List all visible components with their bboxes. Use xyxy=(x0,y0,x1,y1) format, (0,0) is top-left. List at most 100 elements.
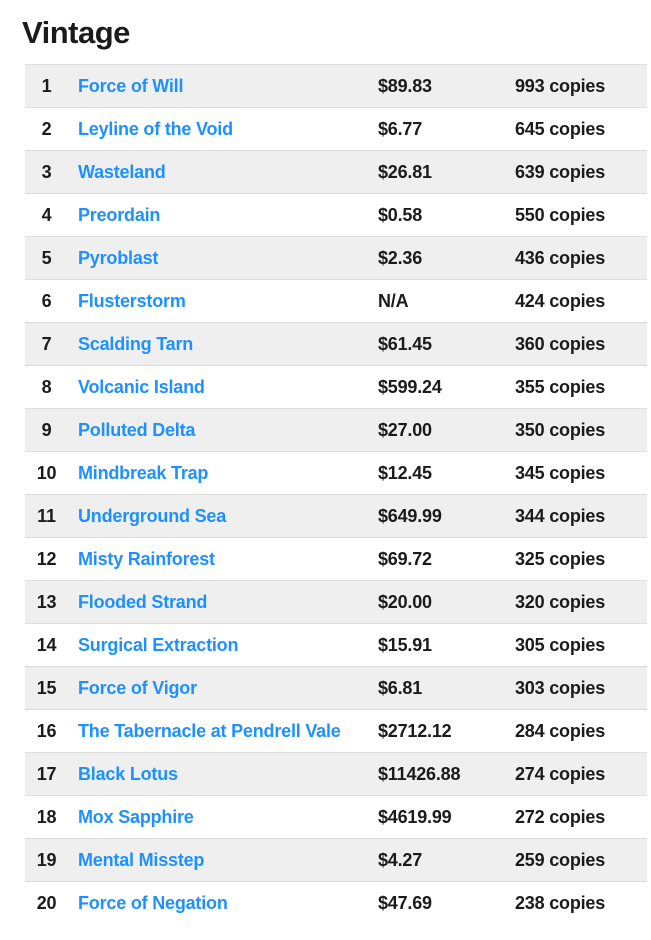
table-row: 15 Force of Vigor $6.81 303 copies xyxy=(25,666,647,709)
price-cell: $47.69 xyxy=(378,892,432,913)
rank-cell: 3 xyxy=(41,161,52,182)
table-row: 2 Leyline of the Void $6.77 645 copies xyxy=(25,107,647,150)
table-row: 20 Force of Negation $47.69 238 copies xyxy=(25,881,647,924)
table-row: 14 Surgical Extraction $15.91 305 copies xyxy=(25,623,647,666)
price-cell: $69.72 xyxy=(378,548,432,569)
price-cell: $6.81 xyxy=(378,677,423,698)
rank-cell: 11 xyxy=(37,505,56,526)
table-row: 18 Mox Sapphire $4619.99 272 copies xyxy=(25,795,647,838)
price-cell: $649.99 xyxy=(378,505,442,526)
page-title: Vintage xyxy=(22,15,130,50)
rank-cell: 1 xyxy=(41,75,52,96)
card-link[interactable]: Flusterstorm xyxy=(78,290,186,311)
price-cell: $15.91 xyxy=(378,634,432,655)
rank-cell: 12 xyxy=(36,548,57,569)
table-row: 5 Pyroblast $2.36 436 copies xyxy=(25,236,647,279)
rank-cell: 17 xyxy=(36,763,57,784)
card-link[interactable]: Force of Vigor xyxy=(78,677,197,698)
price-cell: $2.36 xyxy=(378,247,423,268)
table-row: 13 Flooded Strand $20.00 320 copies xyxy=(25,580,647,623)
rank-cell: 20 xyxy=(36,892,57,913)
table-row: 1 Force of Will $89.83 993 copies xyxy=(25,64,647,107)
rank-cell: 8 xyxy=(41,376,52,397)
copies-cell: 303 copies xyxy=(515,677,606,698)
card-link[interactable]: Mindbreak Trap xyxy=(78,462,209,483)
price-cell: $6.77 xyxy=(378,118,423,139)
table-row: 19 Mental Misstep $4.27 259 copies xyxy=(25,838,647,881)
table-row: 17 Black Lotus $11426.88 274 copies xyxy=(25,752,647,795)
copies-cell: 550 copies xyxy=(515,204,606,225)
copies-cell: 305 copies xyxy=(515,634,606,655)
card-link[interactable]: The Tabernacle at Pendrell Vale xyxy=(78,720,341,741)
price-cell: $0.58 xyxy=(378,204,423,225)
rank-cell: 18 xyxy=(36,806,57,827)
copies-cell: 360 copies xyxy=(515,333,606,354)
rank-cell: 10 xyxy=(36,462,57,483)
copies-cell: 320 copies xyxy=(515,591,606,612)
copies-cell: 274 copies xyxy=(515,763,606,784)
price-cell: $11426.88 xyxy=(378,763,461,784)
copies-cell: 345 copies xyxy=(515,462,606,483)
card-link[interactable]: Preordain xyxy=(78,204,161,225)
card-link[interactable]: Wasteland xyxy=(78,161,166,182)
rank-cell: 13 xyxy=(36,591,57,612)
copies-cell: 355 copies xyxy=(515,376,606,397)
card-link[interactable]: Black Lotus xyxy=(78,763,178,784)
table-row: 6 Flusterstorm N/A 424 copies xyxy=(25,279,647,322)
rank-cell: 19 xyxy=(36,849,57,870)
table-row: 7 Scalding Tarn $61.45 360 copies xyxy=(25,322,647,365)
rank-cell: 4 xyxy=(41,204,52,225)
price-cell: $26.81 xyxy=(378,161,432,182)
rank-cell: 9 xyxy=(41,419,52,440)
rank-cell: 6 xyxy=(41,290,52,311)
card-link[interactable]: Mental Misstep xyxy=(78,849,205,870)
table-row: 16 The Tabernacle at Pendrell Vale $2712… xyxy=(25,709,647,752)
rank-cell: 15 xyxy=(36,677,57,698)
card-link[interactable]: Leyline of the Void xyxy=(78,118,233,139)
price-cell: $2712.12 xyxy=(378,720,452,741)
copies-cell: 424 copies xyxy=(515,290,606,311)
copies-cell: 350 copies xyxy=(515,419,606,440)
copies-cell: 325 copies xyxy=(515,548,606,569)
card-link[interactable]: Polluted Delta xyxy=(78,419,196,440)
copies-cell: 238 copies xyxy=(515,892,606,913)
copies-cell: 645 copies xyxy=(515,118,606,139)
card-link[interactable]: Scalding Tarn xyxy=(78,333,194,354)
table-row: 4 Preordain $0.58 550 copies xyxy=(25,193,647,236)
card-link[interactable]: Underground Sea xyxy=(78,505,227,526)
price-cell: $599.24 xyxy=(378,376,442,397)
copies-cell: 436 copies xyxy=(515,247,606,268)
rank-cell: 16 xyxy=(36,720,57,741)
card-link[interactable]: Force of Will xyxy=(78,75,184,96)
copies-cell: 272 copies xyxy=(515,806,606,827)
card-link[interactable]: Pyroblast xyxy=(78,247,159,268)
price-cell: $89.83 xyxy=(378,75,432,96)
copies-cell: 344 copies xyxy=(515,505,606,526)
rank-cell: 5 xyxy=(41,247,52,268)
card-link[interactable]: Misty Rainforest xyxy=(78,548,215,569)
price-cell: $20.00 xyxy=(378,591,432,612)
table-row: 3 Wasteland $26.81 639 copies xyxy=(25,150,647,193)
table-row: 10 Mindbreak Trap $12.45 345 copies xyxy=(25,451,647,494)
price-cell: $4.27 xyxy=(378,849,423,870)
rank-cell: 14 xyxy=(36,634,57,655)
card-link[interactable]: Surgical Extraction xyxy=(78,634,239,655)
card-link[interactable]: Force of Negation xyxy=(78,892,228,913)
price-cell: $12.45 xyxy=(378,462,432,483)
table-row: 9 Polluted Delta $27.00 350 copies xyxy=(25,408,647,451)
card-link[interactable]: Flooded Strand xyxy=(78,591,208,612)
price-cell: $61.45 xyxy=(378,333,432,354)
rank-cell: 2 xyxy=(41,118,52,139)
price-cell: N/A xyxy=(378,290,409,311)
copies-cell: 259 copies xyxy=(515,849,606,870)
table-row: 12 Misty Rainforest $69.72 325 copies xyxy=(25,537,647,580)
rank-cell: 7 xyxy=(41,333,52,354)
price-cell: $4619.99 xyxy=(378,806,452,827)
table-row: 11 Underground Sea $649.99 344 copies xyxy=(25,494,647,537)
copies-cell: 284 copies xyxy=(515,720,606,741)
copies-cell: 639 copies xyxy=(515,161,606,182)
card-link[interactable]: Mox Sapphire xyxy=(78,806,194,827)
card-price-table: 1 Force of Will $89.83 993 copies 2 Leyl… xyxy=(25,64,647,924)
table-row: 8 Volcanic Island $599.24 355 copies xyxy=(25,365,647,408)
card-link[interactable]: Volcanic Island xyxy=(78,376,205,397)
